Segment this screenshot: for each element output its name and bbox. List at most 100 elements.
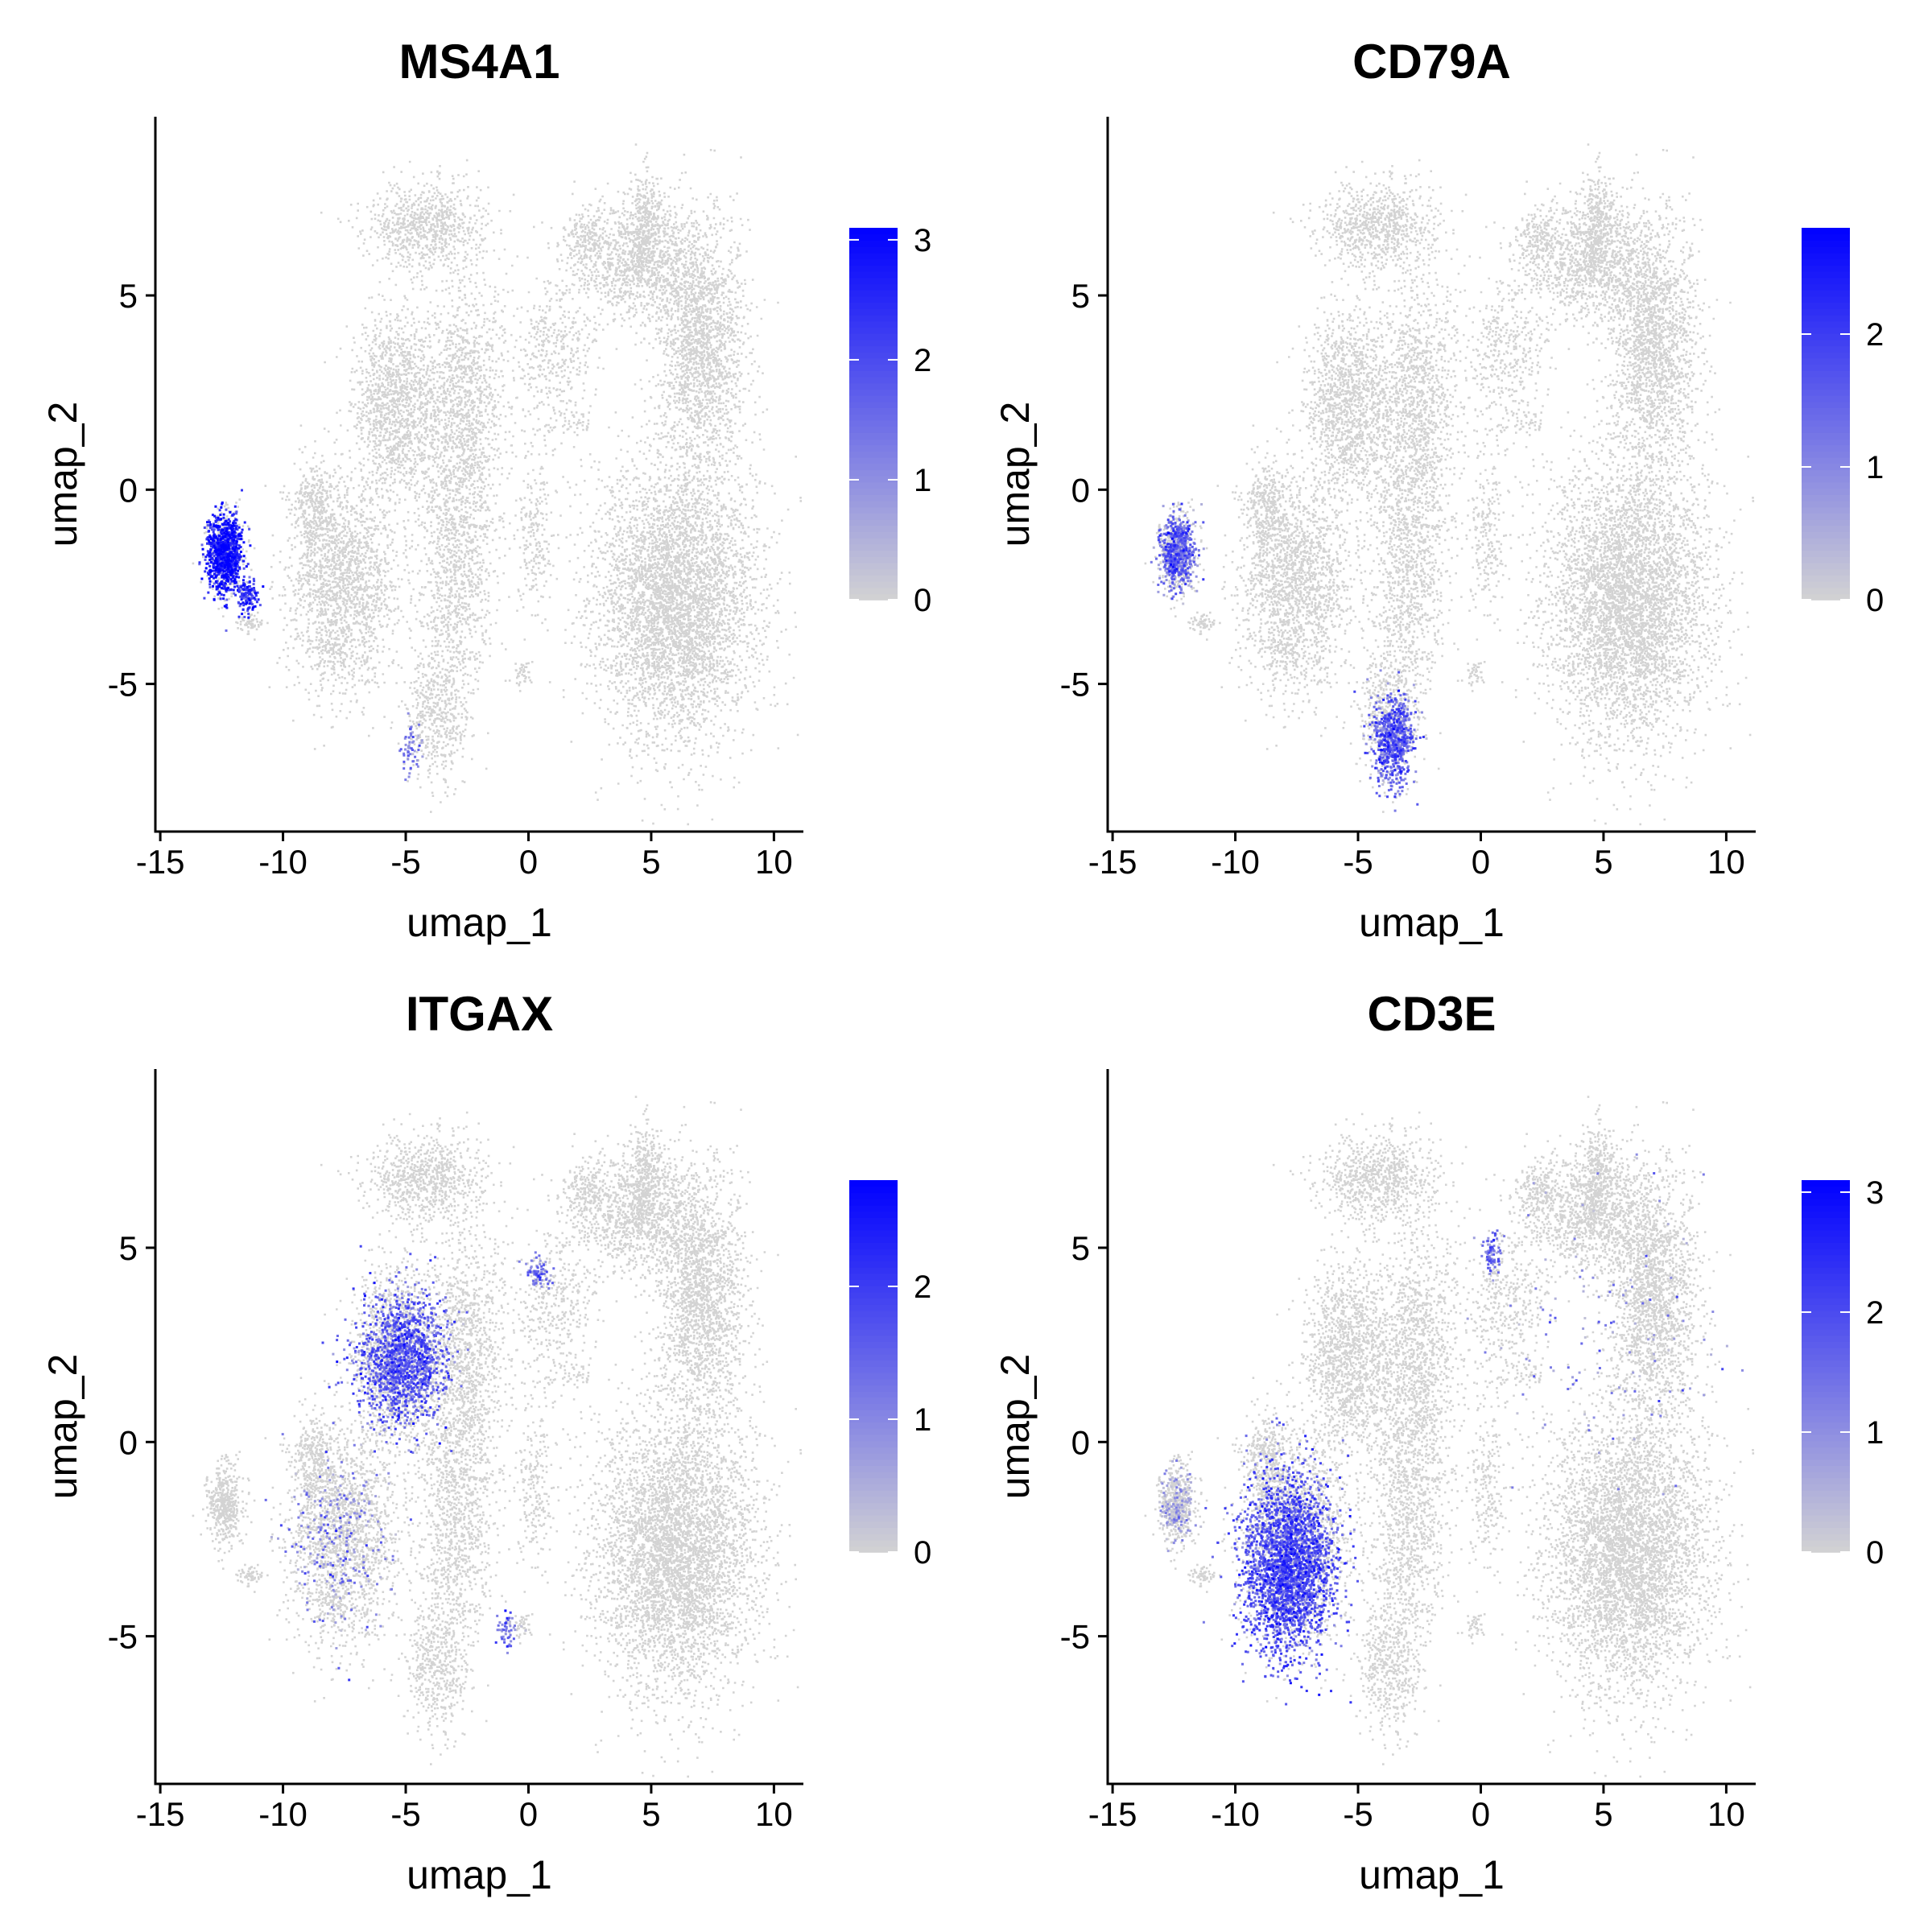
legend-gradient-step [849, 469, 898, 477]
legend-gradient-step [849, 550, 898, 557]
cell-points-background [1144, 143, 1755, 826]
legend-gradient-step [849, 1248, 898, 1256]
legend-gradient-step [1802, 1521, 1850, 1528]
cell-points-expressing [264, 1245, 555, 1682]
x-tick-label: 0 [1472, 843, 1490, 881]
legend-gradient-step [849, 258, 898, 266]
legend-gradient-step [1802, 1310, 1850, 1318]
y-tick-label: 5 [119, 1229, 138, 1267]
hotspot-1-points [1369, 694, 1416, 812]
legend-gradient-step [849, 1496, 898, 1504]
legend-gradient-step [849, 1409, 898, 1417]
legend-gradient-step [1802, 438, 1850, 446]
legend-gradient-step [1802, 1323, 1850, 1330]
y-tick-label: 0 [119, 471, 138, 509]
x-tick-label: 0 [1472, 1795, 1490, 1833]
hotspot-2-points [1501, 1240, 1504, 1243]
legend-tick-label: 0 [1866, 1535, 1884, 1571]
x-tick-label: -10 [258, 843, 308, 881]
panel-title: ITGAX [406, 987, 553, 1041]
legend-gradient-step [1802, 456, 1850, 464]
hotspot-3-points [498, 1616, 514, 1654]
legend-gradient-step [849, 1316, 898, 1323]
legend-gradient-step [849, 1434, 898, 1442]
legend-gradient-step [1802, 1266, 1850, 1274]
legend-gradient-step [1802, 1452, 1850, 1460]
legend-gradient-step [849, 302, 898, 309]
hotspot-2-points [539, 1278, 542, 1282]
legend-tick-label: 2 [914, 343, 931, 378]
legend-gradient-step [1802, 1440, 1850, 1447]
legend-gradient-step [849, 308, 898, 316]
legend-gradient-step [1802, 481, 1850, 489]
legend-gradient-step [849, 1242, 898, 1249]
legend-gradient-step [1802, 1366, 1850, 1373]
legend-gradient-step [1802, 376, 1850, 384]
legend-gradient-step [1802, 370, 1850, 378]
hotspot-2-points [526, 1270, 548, 1277]
hotspot-0-points [1158, 529, 1188, 573]
legend-gradient-step [849, 290, 898, 297]
legend-gradient-step [1802, 463, 1850, 471]
legend-tick-label: 3 [914, 223, 931, 258]
cell-points-background [192, 143, 803, 826]
legend-tick-label: 1 [914, 463, 931, 498]
hotspot-2-points [1492, 1238, 1496, 1241]
color-legend: 0 1 2 [849, 1180, 931, 1571]
legend-gradient-step [1802, 444, 1850, 452]
legend-gradient-step [1802, 1378, 1850, 1385]
y-axis-title: umap_2 [40, 402, 85, 547]
legend-gradient-step [849, 1490, 898, 1497]
legend-tick-label: 0 [1866, 583, 1884, 618]
x-tick-label: -5 [1343, 1795, 1373, 1833]
legend-gradient-step [1802, 1316, 1850, 1323]
legend-gradient-step [1802, 1298, 1850, 1305]
hotspot-1-points [1364, 669, 1423, 793]
hotspot-2-points [537, 1274, 542, 1279]
hotspot-2-points [1486, 1234, 1500, 1269]
legend-gradient-step [849, 357, 898, 365]
legend-gradient-step [849, 531, 898, 539]
x-axis-title: umap_1 [1359, 900, 1505, 945]
legend-gradient-step [849, 265, 898, 272]
legend-gradient-step [1802, 500, 1850, 508]
legend-gradient-step [1802, 1539, 1850, 1547]
hotspot-0-points [1157, 518, 1200, 601]
x-tick-label: 0 [519, 843, 538, 881]
legend-gradient-step [849, 339, 898, 347]
legend-gradient-step [849, 246, 898, 254]
legend-gradient-step [1802, 469, 1850, 477]
legend-gradient-step [1802, 1465, 1850, 1472]
legend-gradient-step [849, 252, 898, 260]
legend-gradient-step [1802, 1248, 1850, 1256]
cell-points-expressing [198, 489, 424, 782]
legend-gradient-step [1802, 1527, 1850, 1534]
cell-points-background [1144, 1096, 1755, 1778]
hotspot-1-points [242, 584, 265, 609]
panel-cd3e: -15 -10 -5 0 5 10 -5 0 5 CD3E umap_1 umap_2 0 1 2 3 [993, 987, 1884, 1897]
legend-gradient-step [849, 320, 898, 328]
legend-gradient-step [849, 575, 898, 582]
legend-gradient-step [1802, 562, 1850, 570]
legend-gradient-step [849, 1254, 898, 1261]
legend-gradient-step [1802, 1273, 1850, 1280]
legend-gradient-step [1802, 339, 1850, 347]
x-tick-label: -15 [1088, 843, 1137, 881]
legend-gradient-step [849, 327, 898, 334]
legend-gradient-step [1802, 265, 1850, 272]
hotspot-0-points [204, 508, 251, 593]
hotspot-2-points [527, 1259, 548, 1286]
legend-gradient-step [1802, 320, 1850, 328]
legend-gradient-step [1802, 1390, 1850, 1398]
legend-tick-label: 1 [1866, 1415, 1884, 1451]
hotspot-0-points [336, 1282, 448, 1445]
legend-gradient-step [849, 407, 898, 415]
legend-gradient-step [849, 494, 898, 502]
legend-gradient-step [849, 1236, 898, 1243]
legend-gradient-step [1802, 1291, 1850, 1299]
legend-gradient-step [1802, 494, 1850, 502]
legend-gradient-step [1802, 1353, 1850, 1361]
legend-gradient-step [849, 593, 898, 601]
legend-gradient-step [1802, 246, 1850, 254]
legend-gradient-step [849, 1199, 898, 1206]
